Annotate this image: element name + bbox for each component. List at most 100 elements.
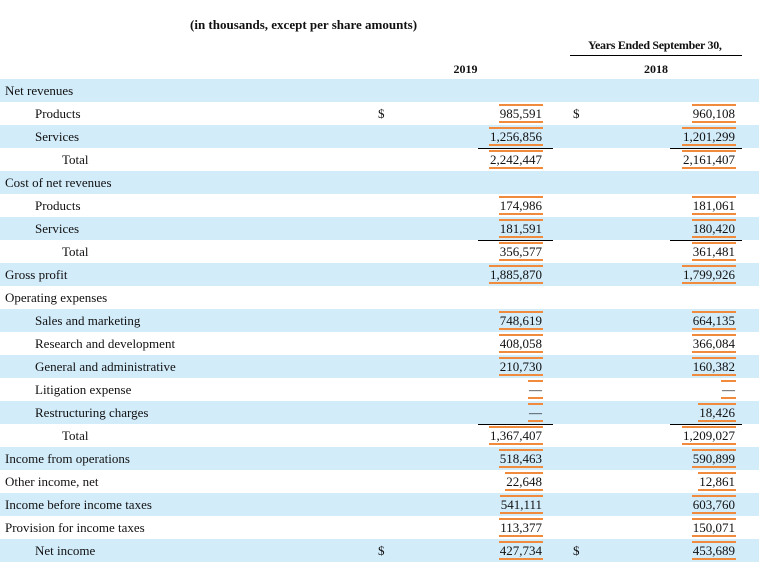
row-label: Restructuring charges	[35, 405, 149, 420]
value-text: 210,730	[498, 357, 543, 376]
value: 1,256,856	[393, 125, 543, 148]
total-rule	[478, 148, 553, 149]
value-text: 2,161,407	[682, 150, 736, 169]
value-text: 180,420	[691, 219, 736, 238]
value: 453,689	[586, 539, 736, 562]
row: Total 2,242,447 2,161,407	[0, 148, 759, 171]
value-text: 985,591	[498, 104, 543, 123]
value-text: 12,861	[698, 472, 736, 491]
value-text: 518,463	[498, 449, 543, 468]
value: 590,899	[586, 447, 736, 470]
value: 150,071	[586, 516, 736, 539]
value-text: 150,071	[691, 518, 736, 537]
row-label: Income from operations	[5, 451, 130, 466]
value-text: 1,209,027	[682, 426, 736, 445]
value-text: 174,986	[498, 196, 543, 215]
row: Restructuring charges — 18,426	[0, 401, 759, 424]
row: Other income, net 22,648 12,861	[0, 470, 759, 493]
value-text: 18,426	[698, 403, 736, 422]
value-text: 748,619	[498, 311, 543, 330]
value: 985,591	[393, 102, 543, 125]
row: Services 181,591 180,420	[0, 217, 759, 240]
row: Sales and marketing 748,619 664,135	[0, 309, 759, 332]
value: 603,760	[586, 493, 736, 516]
row: Net income $427,734 $453,689	[0, 539, 759, 562]
value: 1,367,407	[393, 424, 543, 447]
value-text: 356,577	[498, 242, 543, 261]
row-label: Total	[62, 152, 89, 167]
value-text: 181,591	[498, 219, 543, 238]
value: 12,861	[586, 470, 736, 493]
value-text: —	[528, 403, 543, 422]
row: General and administrative 210,730 160,382	[0, 355, 759, 378]
currency-symbol: $	[573, 106, 580, 121]
value-text: 960,108	[691, 104, 736, 123]
row-label: Other income, net	[5, 474, 99, 489]
value: 113,377	[393, 516, 543, 539]
row-label: Total	[62, 428, 89, 443]
row: Operating expenses	[0, 286, 759, 309]
value-text: 427,734	[498, 541, 543, 560]
row: Litigation expense — —	[0, 378, 759, 401]
row-label: Products	[35, 106, 81, 121]
row: Income before income taxes 541,111 603,760	[0, 493, 759, 516]
value: 1,799,926	[586, 263, 736, 286]
total-rule	[478, 424, 553, 425]
row-label: Services	[35, 129, 80, 144]
value-text: 1,256,856	[489, 127, 543, 146]
value: 2,242,447	[393, 148, 543, 171]
value: 174,986	[393, 194, 543, 217]
value: 361,481	[586, 240, 736, 263]
row: Total 1,367,407 1,209,027	[0, 424, 759, 447]
row-label: Services	[35, 221, 80, 236]
total-rule	[670, 240, 742, 241]
value-text: 1,201,299	[682, 127, 736, 146]
value-text: 1,367,407	[489, 426, 543, 445]
value: 22,648	[393, 470, 543, 493]
value: —	[586, 378, 736, 401]
value: 160,382	[586, 355, 736, 378]
year: 2018	[644, 62, 668, 76]
row-label: Research and development	[35, 336, 176, 351]
value-text: 2,242,447	[489, 150, 543, 169]
note: (in thousands, except per share amounts)	[190, 17, 418, 32]
row-label: General and administrative	[35, 359, 176, 374]
value: 1,885,870	[393, 263, 543, 286]
currency-symbol: $	[378, 106, 385, 121]
row-label: Provision for income taxes	[5, 520, 145, 535]
value: 366,084	[586, 332, 736, 355]
value: 541,111	[393, 493, 543, 516]
value: 664,135	[586, 309, 736, 332]
value: 1,209,027	[586, 424, 736, 447]
currency-symbol: $	[378, 543, 385, 558]
value: 356,577	[393, 240, 543, 263]
value-text: 366,084	[691, 334, 736, 353]
row-label: Income before income taxes	[5, 497, 152, 512]
value: 18,426	[586, 401, 736, 424]
value: —	[393, 401, 543, 424]
value: 748,619	[393, 309, 543, 332]
value-text: 590,899	[691, 449, 736, 468]
value: 2,161,407	[586, 148, 736, 171]
value-text: 181,061	[691, 196, 736, 215]
row-label: Total	[62, 244, 89, 259]
row: Provision for income taxes 113,377 150,071	[0, 516, 759, 539]
value: 960,108	[586, 102, 736, 125]
value-text: 664,135	[691, 311, 736, 330]
currency-symbol: $	[573, 543, 580, 558]
row-label: Cost of net revenues	[5, 175, 112, 190]
row: Services 1,256,856 1,201,299	[0, 125, 759, 148]
value: 181,061	[586, 194, 736, 217]
value: 427,734	[393, 539, 543, 562]
value-text: 408,058	[498, 334, 543, 353]
value-text: 160,382	[691, 357, 736, 376]
value: 408,058	[393, 332, 543, 355]
value-text: 1,799,926	[682, 265, 736, 284]
value-text: 603,760	[691, 495, 736, 514]
row-label: Sales and marketing	[35, 313, 141, 328]
year: 2019	[453, 62, 478, 76]
total-rule	[670, 148, 742, 149]
value: —	[393, 378, 543, 401]
value: 180,420	[586, 217, 736, 240]
rule	[570, 55, 742, 56]
